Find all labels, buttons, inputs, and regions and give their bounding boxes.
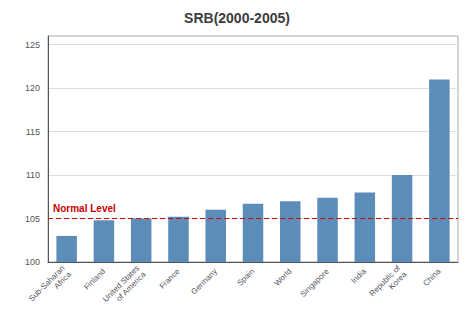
svg-text:115: 115 xyxy=(26,127,40,137)
svg-text:France: France xyxy=(158,266,182,290)
svg-text:105: 105 xyxy=(25,214,40,224)
svg-text:Normal Level: Normal Level xyxy=(53,203,116,214)
svg-text:India: India xyxy=(349,266,368,285)
svg-text:Sub-Saharan: Sub-Saharan xyxy=(27,263,67,304)
svg-text:United States: United States xyxy=(100,263,142,304)
svg-text:100: 100 xyxy=(25,257,40,267)
svg-text:Germany: Germany xyxy=(189,267,219,297)
svg-text:Singapore: Singapore xyxy=(299,266,331,298)
svg-text:SRB(2000-2005): SRB(2000-2005) xyxy=(184,10,290,26)
svg-text:Spain: Spain xyxy=(235,267,256,288)
svg-text:Republic of: Republic of xyxy=(367,263,403,299)
svg-text:125: 125 xyxy=(25,40,40,50)
svg-text:Africa: Africa xyxy=(52,270,73,291)
svg-text:of America: of America xyxy=(114,270,147,303)
svg-text:110: 110 xyxy=(26,170,40,180)
svg-text:World: World xyxy=(272,267,293,288)
svg-text:Finland: Finland xyxy=(82,267,107,292)
svg-text:China: China xyxy=(421,266,443,288)
svg-text:120: 120 xyxy=(25,83,40,93)
svg-text:Korea: Korea xyxy=(387,270,409,292)
